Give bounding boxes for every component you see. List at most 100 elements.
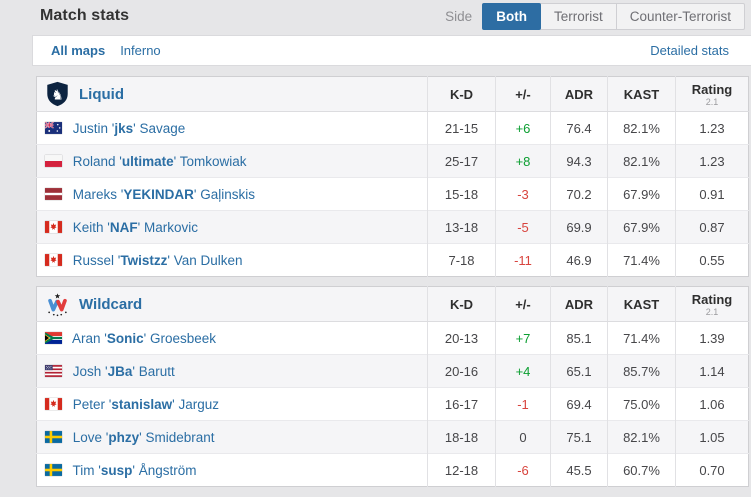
- column-header-kast: KAST: [607, 286, 676, 322]
- tab-terrorist[interactable]: Terrorist: [539, 2, 617, 30]
- player-row: Tim 'susp' Ångström 12-18 -6 45.5 60.7% …: [36, 453, 749, 487]
- plusminus-value: +4: [495, 354, 551, 388]
- team-header-row: Wildcard K-D +/- ADR KAST Rating 2.1: [36, 286, 749, 322]
- rating-version-label: 2.1: [705, 97, 719, 107]
- side-filter-tabs: Side Both Terrorist Counter-Terrorist: [445, 2, 745, 30]
- tab-both[interactable]: Both: [482, 2, 541, 30]
- team-name-link[interactable]: Wildcard: [79, 295, 143, 313]
- player-link[interactable]: Russel 'Twistzz' Van Dulken: [72, 252, 243, 268]
- column-header-kd: K-D: [427, 286, 496, 322]
- column-header-adr: ADR: [550, 76, 608, 112]
- rating-value: 1.05: [675, 420, 749, 454]
- south-africa-flag-icon: [45, 331, 62, 344]
- sweden-flag-icon: [45, 430, 62, 443]
- player-link[interactable]: Josh 'JBa' Barutt: [72, 363, 175, 379]
- rating-value: 1.23: [675, 144, 749, 178]
- team-name-link[interactable]: Liquid: [79, 85, 124, 103]
- player-row: Russel 'Twistzz' Van Dulken 7-18 -11 46.…: [36, 243, 749, 277]
- kd-value: 12-18: [427, 453, 496, 487]
- player-row: Peter 'stanislaw' Jarguz 16-17 -1 69.4 7…: [36, 387, 749, 421]
- page-title: Match stats: [40, 7, 130, 24]
- adr-value: 69.4: [550, 387, 608, 421]
- column-header-rating: Rating 2.1: [675, 286, 749, 322]
- kast-value: 60.7%: [607, 453, 676, 487]
- player-link[interactable]: Aran 'Sonic' Groesbeek: [72, 330, 217, 346]
- kast-value: 71.4%: [607, 243, 676, 277]
- player-link[interactable]: Love 'phzy' Smidebrant: [72, 429, 215, 445]
- match-stats-header: Match stats Side Both Terrorist Counter-…: [0, 0, 751, 30]
- player-link[interactable]: Peter 'stanislaw' Jarguz: [72, 396, 220, 412]
- kast-value: 75.0%: [607, 387, 676, 421]
- rating-value: 1.14: [675, 354, 749, 388]
- kd-value: 25-17: [427, 144, 496, 178]
- player-row: Roland 'ultimate' Tomkowiak 25-17 +8 94.…: [36, 144, 749, 178]
- team-stats-table-liquid: ♞ Liquid K-D +/- ADR KAST Rating 2.1 Just…: [36, 76, 749, 277]
- kast-value: 71.4%: [607, 321, 676, 355]
- kd-value: 20-16: [427, 354, 496, 388]
- rating-value: 0.55: [675, 243, 749, 277]
- rating-version-label: 2.1: [705, 307, 719, 317]
- united-states-flag-icon: [45, 364, 62, 377]
- latvia-flag-icon: [45, 187, 62, 200]
- player-link[interactable]: Justin 'jks' Savage: [72, 120, 186, 136]
- svg-text:♞: ♞: [51, 88, 63, 104]
- kast-value: 82.1%: [607, 420, 676, 454]
- column-header-kast: KAST: [607, 76, 676, 112]
- plusminus-value: -3: [495, 177, 551, 211]
- plusminus-value: -5: [495, 210, 551, 244]
- maps-filter-bar: All maps Inferno Detailed stats: [32, 35, 751, 66]
- player-row: Josh 'JBa' Barutt 20-16 +4 65.1 85.7% 1.…: [36, 354, 749, 388]
- rating-value: 0.91: [675, 177, 749, 211]
- player-link[interactable]: Tim 'susp' Ångström: [72, 462, 197, 478]
- team-stats-table-wildcard: Wildcard K-D +/- ADR KAST Rating 2.1 Aran…: [36, 286, 749, 487]
- adr-value: 46.9: [550, 243, 608, 277]
- kast-value: 67.9%: [607, 177, 676, 211]
- poland-flag-icon: [45, 154, 62, 167]
- side-filter-label: Side: [445, 8, 473, 24]
- player-row: Aran 'Sonic' Groesbeek 20-13 +7 85.1 71.…: [37, 321, 749, 355]
- player-link[interactable]: Roland 'ultimate' Tomkowiak: [72, 153, 247, 169]
- kast-value: 82.1%: [607, 111, 676, 145]
- kd-value: 18-18: [427, 420, 496, 454]
- kd-value: 7-18: [427, 243, 496, 277]
- kast-value: 85.7%: [607, 354, 676, 388]
- rating-value: 0.70: [675, 453, 749, 487]
- adr-value: 45.5: [550, 453, 608, 487]
- rating-value: 1.39: [675, 321, 749, 355]
- player-link[interactable]: Keith 'NAF' Markovic: [72, 219, 198, 235]
- plusminus-value: +6: [495, 111, 551, 145]
- adr-value: 65.1: [550, 354, 608, 388]
- adr-value: 75.1: [550, 420, 608, 454]
- canada-flag-icon: [45, 397, 62, 410]
- kd-value: 16-17: [427, 387, 496, 421]
- plusminus-value: -1: [495, 387, 551, 421]
- column-header-kd: K-D: [427, 76, 496, 112]
- column-header-plusminus: +/-: [495, 76, 551, 112]
- rating-value: 1.06: [675, 387, 749, 421]
- wildcard-team-logo-icon: [45, 291, 70, 317]
- team-header-row: ♞ Liquid K-D +/- ADR KAST Rating 2.1: [36, 76, 749, 112]
- map-filter-inferno[interactable]: Inferno: [120, 43, 161, 58]
- column-header-adr: ADR: [550, 286, 608, 322]
- detailed-stats-link[interactable]: Detailed stats: [650, 43, 729, 58]
- adr-value: 76.4: [550, 111, 608, 145]
- kd-value: 21-15: [427, 111, 496, 145]
- rating-value: 0.87: [675, 210, 749, 244]
- australia-flag-icon: [45, 121, 62, 134]
- adr-value: 70.2: [550, 177, 608, 211]
- plusminus-value: -11: [495, 243, 551, 277]
- tab-counter-terrorist[interactable]: Counter-Terrorist: [615, 2, 745, 30]
- canada-flag-icon: [45, 253, 62, 266]
- adr-value: 94.3: [550, 144, 608, 178]
- kd-value: 13-18: [427, 210, 496, 244]
- plusminus-value: +8: [495, 144, 551, 178]
- sweden-flag-icon: [45, 463, 62, 476]
- liquid-team-logo-icon: ♞: [45, 81, 70, 107]
- plusminus-value: -6: [495, 453, 551, 487]
- player-link[interactable]: Mareks 'YEKINDAR' Gaļinskis: [72, 186, 255, 202]
- player-row: Mareks 'YEKINDAR' Gaļinskis 15-18 -3 70.…: [36, 177, 749, 211]
- kast-value: 82.1%: [607, 144, 676, 178]
- player-row: Justin 'jks' Savage 21-15 +6 76.4 82.1% …: [37, 111, 749, 145]
- canada-flag-icon: [45, 220, 62, 233]
- map-filter-all-maps[interactable]: All maps: [51, 43, 106, 58]
